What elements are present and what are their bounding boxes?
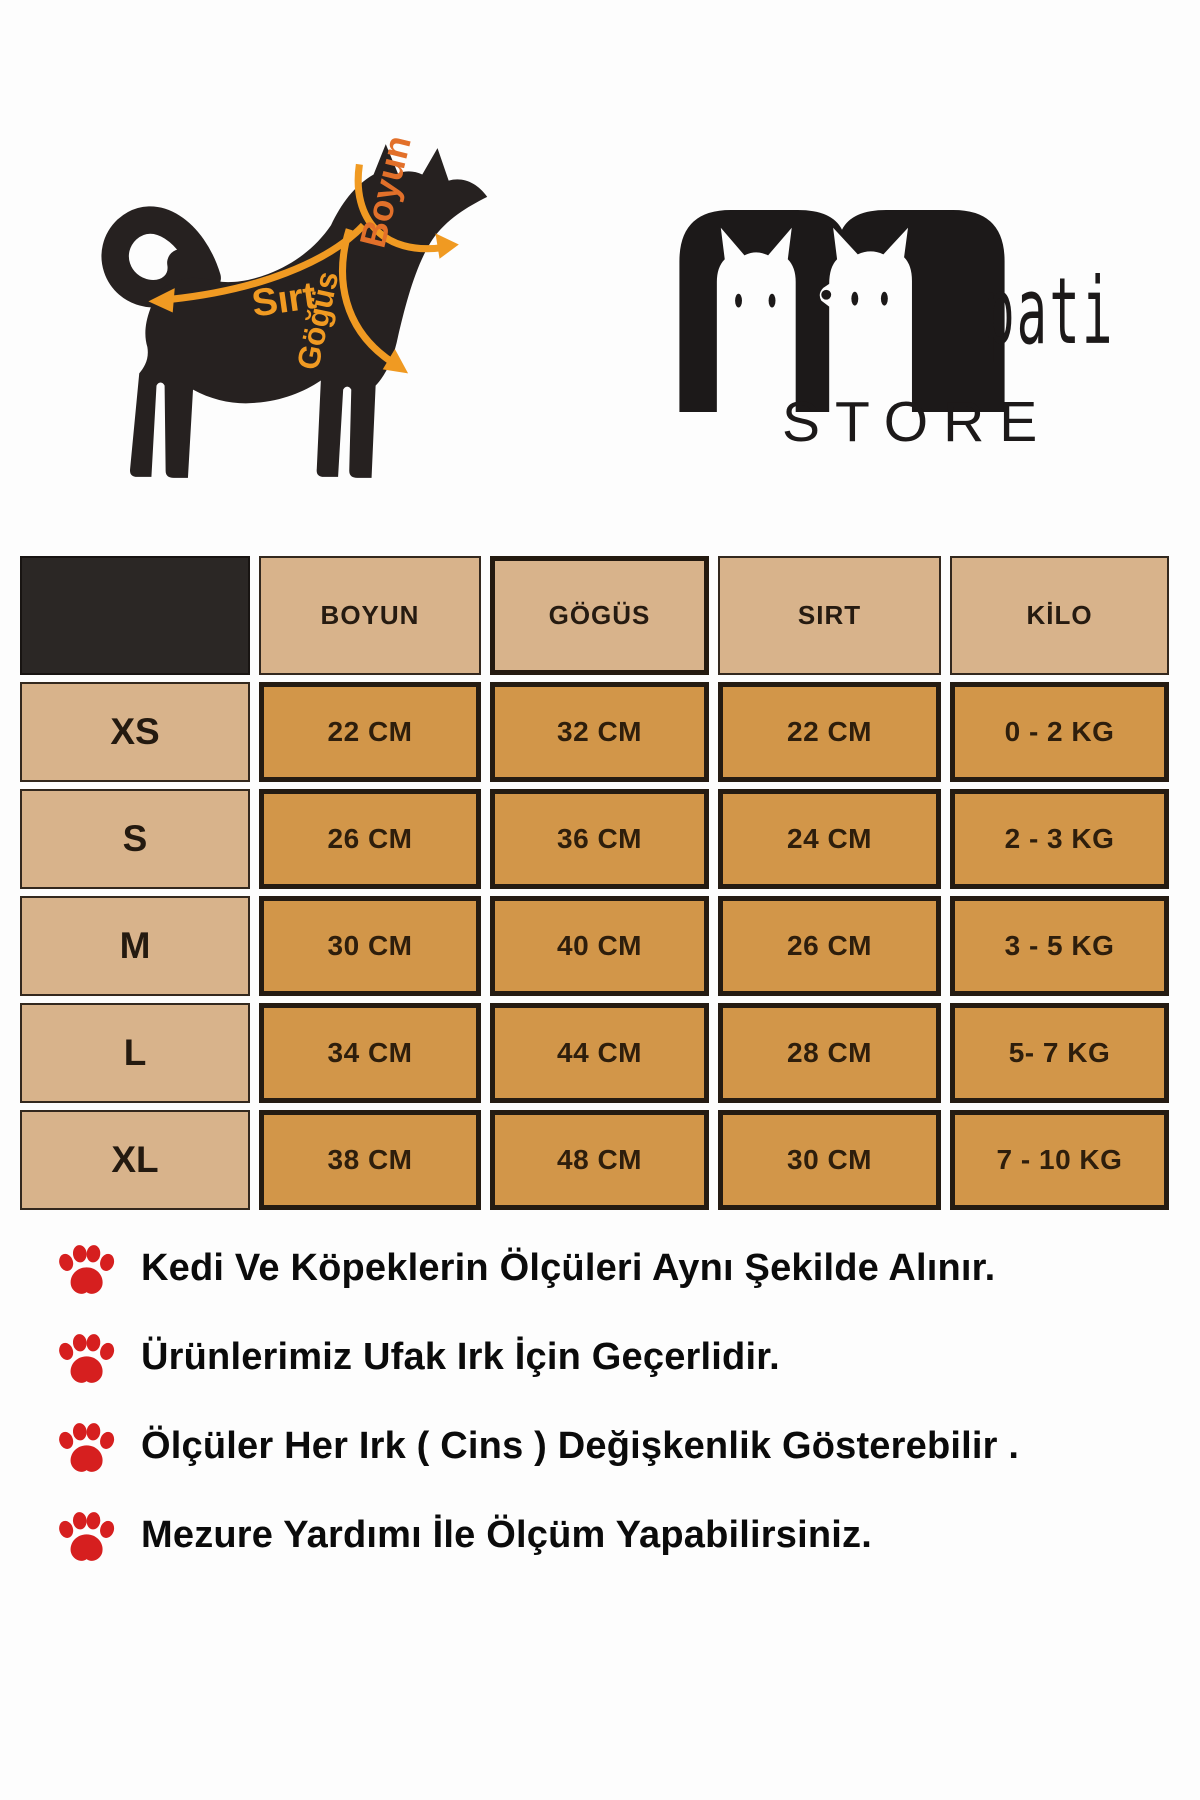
dog-body-shape bbox=[130, 144, 488, 478]
cell-m-gogus: 40 CM bbox=[490, 896, 709, 996]
note-text: Kedi Ve Köpeklerin Ölçüleri Aynı Şekilde… bbox=[141, 1246, 996, 1289]
note-item: Ürünlerimiz Ufak Irk İçin Geçerlidir. bbox=[55, 1329, 1175, 1385]
row-header-m: M bbox=[20, 896, 250, 996]
cell-l-boyun: 34 CM bbox=[259, 1003, 481, 1103]
row-header-xl: XL bbox=[20, 1110, 250, 1210]
cell-m-boyun: 30 CM bbox=[259, 896, 481, 996]
cell-xl-gogus: 48 CM bbox=[490, 1110, 709, 1210]
cell-xs-kilo: 0 - 2 KG bbox=[950, 682, 1169, 782]
cell-m-kilo: 3 - 5 KG bbox=[950, 896, 1169, 996]
cat-eye-icon bbox=[735, 293, 742, 308]
paw-icon bbox=[59, 1423, 115, 1472]
dog-measurement-diagram: Sırt Göğüs Boyun bbox=[28, 131, 496, 486]
paw-icon bbox=[59, 1334, 115, 1383]
brand-logo: pati STORE bbox=[672, 208, 1152, 468]
paw-icon bbox=[59, 1512, 115, 1561]
m-cat-dog-logo-icon bbox=[679, 210, 1005, 412]
row-header-s: S bbox=[20, 789, 250, 889]
neck-measure-arrow bbox=[354, 163, 444, 253]
dog-eye-icon bbox=[880, 291, 888, 306]
cell-xs-sirt: 22 CM bbox=[718, 682, 941, 782]
size-chart-table: BOYUN GÖGÜS SIRT KİLO XS 22 CM 32 CM 22 … bbox=[20, 556, 1178, 1210]
brand-store-text: STORE bbox=[782, 390, 1053, 454]
cell-xl-boyun: 38 CM bbox=[259, 1110, 481, 1210]
row-header-xs: XS bbox=[20, 682, 250, 782]
cell-xl-sirt: 30 CM bbox=[718, 1110, 941, 1210]
cell-s-gogus: 36 CM bbox=[490, 789, 709, 889]
column-header-gogus: GÖGÜS bbox=[490, 556, 709, 675]
column-header-kilo: KİLO bbox=[950, 556, 1169, 675]
row-header-l: L bbox=[20, 1003, 250, 1103]
cell-m-sirt: 26 CM bbox=[718, 896, 941, 996]
note-item: Ölçüler Her Irk ( Cins ) Değişkenlik Gös… bbox=[55, 1418, 1175, 1474]
cat-eye-icon bbox=[768, 293, 776, 308]
note-item: Kedi Ve Köpeklerin Ölçüleri Aynı Şekilde… bbox=[55, 1240, 1175, 1296]
back-label: Sırt bbox=[249, 274, 319, 326]
neck-arrowhead-icon bbox=[435, 233, 459, 259]
cell-l-kilo: 5- 7 KG bbox=[950, 1003, 1169, 1103]
cell-xs-boyun: 22 CM bbox=[259, 682, 481, 782]
note-text: Mezure Yardımı İle Ölçüm Yapabilirsiniz. bbox=[141, 1513, 872, 1556]
logo-cat-shape bbox=[716, 227, 796, 412]
logo-dog-shape bbox=[819, 227, 912, 412]
cell-s-boyun: 26 CM bbox=[259, 789, 481, 889]
note-text: Ürünlerimiz Ufak Irk İçin Geçerlidir. bbox=[141, 1335, 780, 1378]
cell-l-gogus: 44 CM bbox=[490, 1003, 709, 1103]
dog-eye-icon bbox=[851, 291, 859, 306]
table-corner-cell bbox=[20, 556, 250, 675]
notes-list: Kedi Ve Köpeklerin Ölçüleri Aynı Şekilde… bbox=[55, 1240, 1175, 1596]
cell-xs-gogus: 32 CM bbox=[490, 682, 709, 782]
back-arrowhead-icon bbox=[148, 288, 175, 313]
paw-icon bbox=[59, 1245, 115, 1294]
chest-measure-arrow bbox=[339, 228, 396, 367]
cell-l-sirt: 28 CM bbox=[718, 1003, 941, 1103]
note-text: Ölçüler Her Irk ( Cins ) Değişkenlik Gös… bbox=[141, 1424, 1020, 1467]
dog-silhouette-icon: Sırt Göğüs Boyun bbox=[101, 131, 488, 478]
column-header-sirt: SIRT bbox=[718, 556, 941, 675]
cell-s-sirt: 24 CM bbox=[718, 789, 941, 889]
cell-xl-kilo: 7 - 10 KG bbox=[950, 1110, 1169, 1210]
cell-s-kilo: 2 - 3 KG bbox=[950, 789, 1169, 889]
column-header-boyun: BOYUN bbox=[259, 556, 481, 675]
note-item: Mezure Yardımı İle Ölçüm Yapabilirsiniz. bbox=[55, 1507, 1175, 1563]
dog-nose-icon bbox=[821, 289, 832, 300]
brand-pati-text: pati bbox=[984, 258, 1115, 365]
chest-arrowhead-icon bbox=[382, 349, 409, 374]
